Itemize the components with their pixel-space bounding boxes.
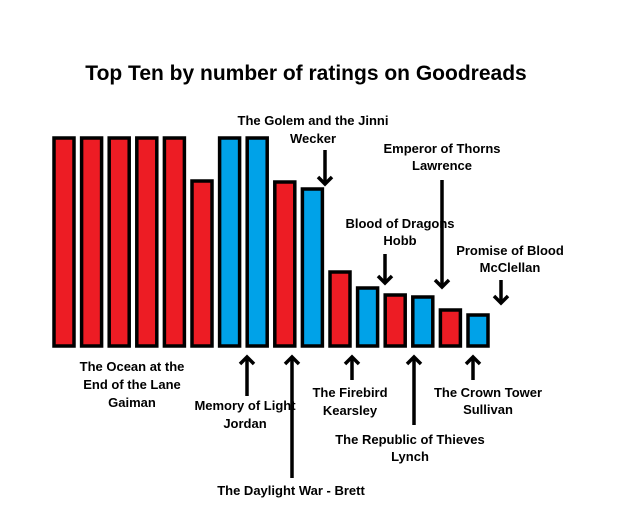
bar-16 xyxy=(466,313,490,348)
bar-3 xyxy=(107,136,131,348)
annotation-line: End of the Lane xyxy=(83,377,181,392)
annotation-5: The Firebird Kearsley xyxy=(312,385,387,418)
annotation-line: Promise of Blood xyxy=(456,243,564,258)
annotation-line: Lawrence xyxy=(412,158,472,173)
annotation-3: The Daylight War - Brett xyxy=(217,483,365,498)
arrow-1 xyxy=(238,354,256,396)
annotation-7: The Republic of Thieves Lynch xyxy=(335,432,485,464)
annotation-line: Lynch xyxy=(391,449,429,464)
annotation-line: Kearsley xyxy=(323,403,378,418)
arrow-6 xyxy=(405,354,423,425)
arrow-2 xyxy=(283,354,301,478)
bar-12 xyxy=(355,286,380,348)
bar-4 xyxy=(135,136,159,348)
bar-13 xyxy=(383,293,407,348)
chart-title: Top Ten by number of ratings on Goodread… xyxy=(85,62,526,85)
annotation-line: The Firebird xyxy=(312,385,387,400)
bar-10 xyxy=(300,187,325,348)
arrows-group xyxy=(238,150,510,478)
annotation-line: Wecker xyxy=(290,131,336,146)
annotation-line: Sullivan xyxy=(463,402,513,417)
bar-2 xyxy=(79,136,104,348)
bar-9 xyxy=(273,180,297,348)
annotation-line: Jordan xyxy=(223,416,266,431)
arrow-9 xyxy=(492,280,510,306)
annotation-line: Hobb xyxy=(383,233,416,248)
annotation-10: Promise of Blood McClellan xyxy=(456,243,564,275)
arrow-8 xyxy=(464,354,482,380)
annotation-line: The Ocean at the xyxy=(80,359,185,374)
arrow-4 xyxy=(343,354,361,380)
annotation-8: Emperor of Thorns Lawrence xyxy=(383,141,500,173)
annotation-line: McClellan xyxy=(480,260,541,275)
bar-6 xyxy=(190,179,214,348)
bar-7 xyxy=(217,136,242,348)
arrow-7 xyxy=(433,180,451,290)
bar-8 xyxy=(245,136,269,348)
annotation-6: Blood of Dragons Hobb xyxy=(345,216,454,248)
bars-group xyxy=(52,136,490,348)
annotation-line: The Golem and the Jinni xyxy=(238,113,389,128)
annotation-1: The Ocean at the End of the Lane Gaiman xyxy=(80,359,185,410)
bar-11 xyxy=(328,270,352,348)
annotation-line: The Daylight War - Brett xyxy=(217,483,365,498)
arrow-5 xyxy=(376,254,394,286)
annotation-line: Gaiman xyxy=(108,395,156,410)
bar-5 xyxy=(162,136,187,348)
annotation-9: The Crown Tower Sullivan xyxy=(434,385,542,417)
annotation-4: The Golem and the Jinni Wecker xyxy=(238,113,389,146)
annotation-2: Memory of Light Jordan xyxy=(194,398,296,431)
annotation-line: The Republic of Thieves xyxy=(335,432,485,447)
annotation-line: Memory of Light xyxy=(194,398,296,413)
annotation-line: Blood of Dragons xyxy=(345,216,454,231)
arrow-3 xyxy=(316,150,334,187)
annotation-line: The Crown Tower xyxy=(434,385,542,400)
bar-14 xyxy=(411,295,435,348)
bar-1 xyxy=(52,136,76,348)
bar-15 xyxy=(438,308,463,348)
annotation-line: Emperor of Thorns xyxy=(383,141,500,156)
labels-group: The Ocean at the End of the Lane Gaiman Mem… xyxy=(80,113,564,498)
